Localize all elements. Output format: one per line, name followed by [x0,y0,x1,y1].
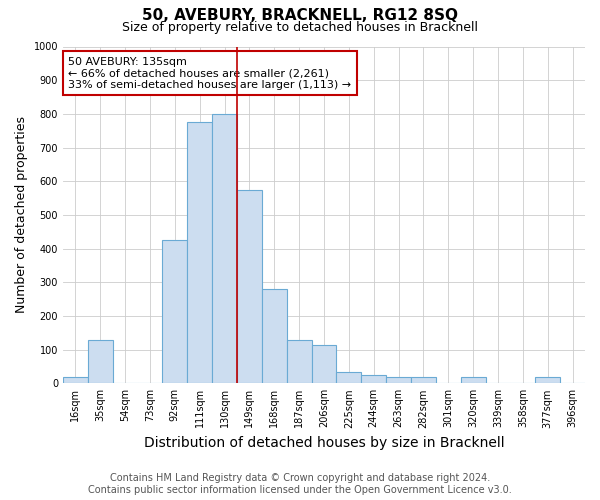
Bar [187,122,212,384]
Bar [212,114,237,384]
Bar [535,376,560,384]
Bar [88,340,113,384]
Text: Contains HM Land Registry data © Crown copyright and database right 2024.
Contai: Contains HM Land Registry data © Crown c… [88,474,512,495]
Bar [163,240,187,384]
Bar [337,372,361,384]
Text: 50 AVEBURY: 135sqm
← 66% of detached houses are smaller (2,261)
33% of semi-deta: 50 AVEBURY: 135sqm ← 66% of detached hou… [68,56,351,90]
Bar [361,375,386,384]
Bar [461,376,485,384]
Bar [311,344,337,384]
Bar [411,376,436,384]
Text: Size of property relative to detached houses in Bracknell: Size of property relative to detached ho… [122,21,478,34]
Bar [237,190,262,384]
Bar [262,289,287,384]
Bar [386,376,411,384]
X-axis label: Distribution of detached houses by size in Bracknell: Distribution of detached houses by size … [143,436,504,450]
Bar [63,376,88,384]
Y-axis label: Number of detached properties: Number of detached properties [15,116,28,314]
Bar [287,340,311,384]
Text: 50, AVEBURY, BRACKNELL, RG12 8SQ: 50, AVEBURY, BRACKNELL, RG12 8SQ [142,8,458,22]
